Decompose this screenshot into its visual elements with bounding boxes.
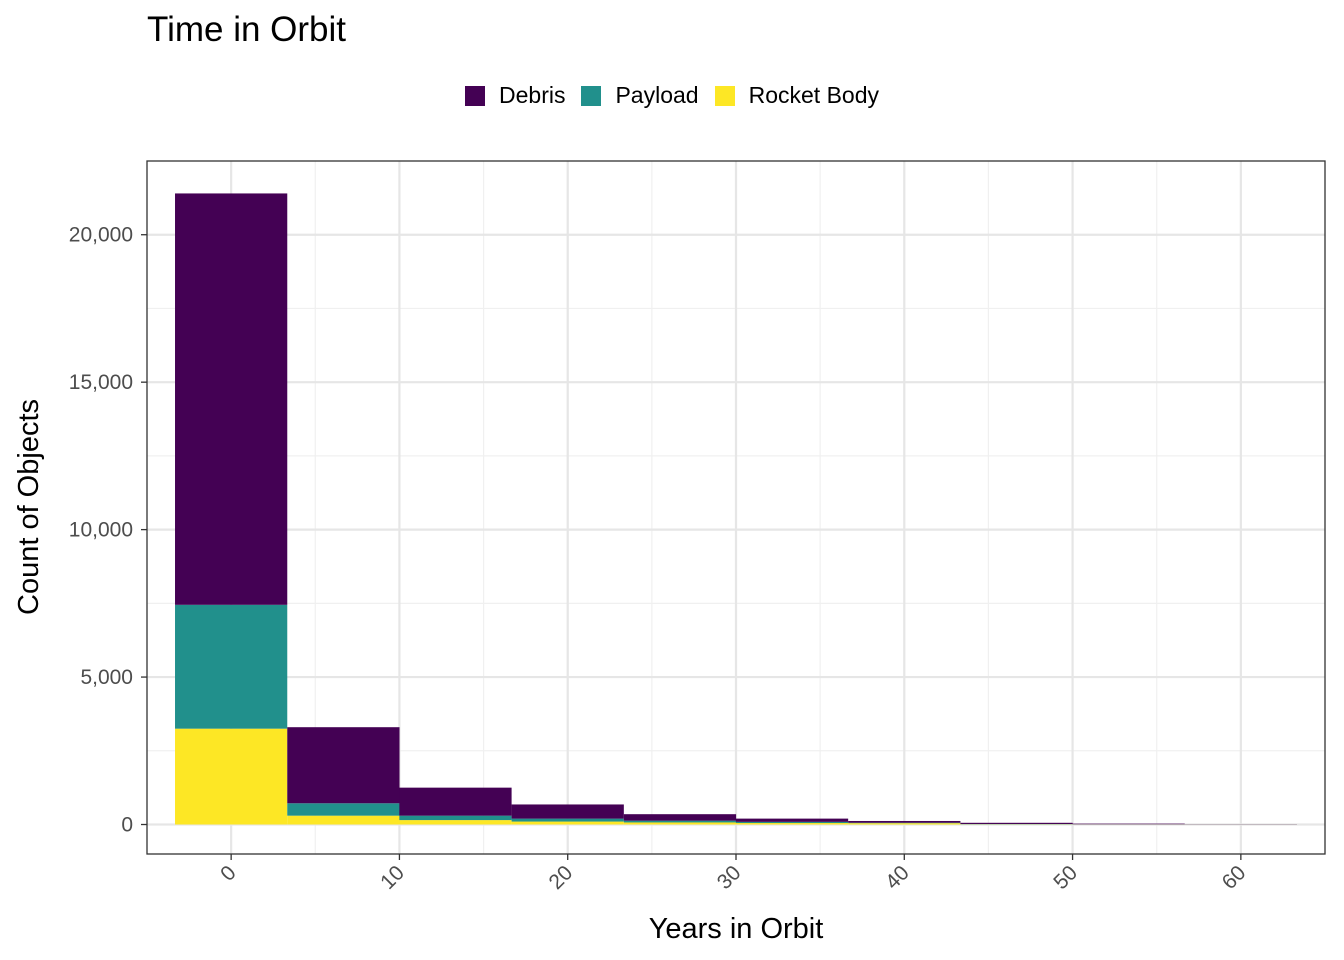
legend-item-rocket-body: Rocket Body — [714, 82, 879, 109]
y-tick-label: 20,000 — [69, 224, 133, 247]
x-tick-label: 20 — [544, 861, 577, 894]
bar-payload — [735, 821, 849, 824]
bar-payload — [399, 815, 512, 821]
bar-debris — [287, 727, 400, 804]
bar-rocket-body — [623, 822, 737, 825]
bar-debris — [623, 814, 737, 821]
y-tick-label: 5,000 — [80, 666, 133, 689]
bar-rocket-body — [287, 815, 400, 825]
legend-key-payload — [581, 85, 602, 106]
bar-rocket-body — [175, 728, 288, 825]
bar-rocket-body — [848, 823, 961, 825]
bar-layer — [175, 193, 1297, 825]
bar-payload — [511, 818, 624, 822]
y-tick-label: 15,000 — [69, 371, 133, 394]
bar-debris — [848, 820, 961, 823]
y-axis-title: Count of Objects — [13, 399, 45, 615]
bar-debris — [1072, 823, 1185, 825]
legend-item-payload: Payload — [581, 82, 699, 109]
legend: Debris Payload Rocket Body — [0, 82, 1344, 109]
bar-debris — [960, 822, 1073, 824]
bar-rocket-body — [399, 820, 512, 825]
bar-payload — [175, 604, 288, 729]
x-tick-label: 60 — [1218, 861, 1251, 894]
legend-item-debris: Debris — [465, 82, 565, 109]
legend-label-payload: Payload — [615, 82, 699, 108]
x-tick-label: 50 — [1049, 861, 1082, 894]
bar-debris — [735, 818, 849, 822]
legend-label-debris: Debris — [499, 82, 566, 108]
bar-payload — [623, 820, 737, 823]
x-tick-label: 10 — [376, 861, 409, 894]
chart-title: Time in Orbit — [147, 10, 347, 49]
x-tick-label: 30 — [713, 861, 746, 894]
bar-rocket-body — [511, 821, 624, 825]
legend-key-debris — [465, 85, 485, 106]
bar-debris — [511, 804, 624, 819]
bar-rocket-body — [735, 823, 849, 825]
legend-key-rocket-body — [714, 85, 735, 106]
x-tick-label: 0 — [216, 861, 241, 886]
x-tick-label: 40 — [881, 861, 914, 894]
y-tick-label: 10,000 — [69, 519, 133, 542]
y-tick-label: 0 — [121, 814, 133, 837]
x-axis-title: Years in Orbit — [649, 913, 824, 945]
legend-label-rocket-body: Rocket Body — [748, 82, 879, 108]
bar-debris — [399, 787, 512, 816]
bar-payload — [287, 803, 400, 816]
bar-debris — [175, 193, 288, 605]
